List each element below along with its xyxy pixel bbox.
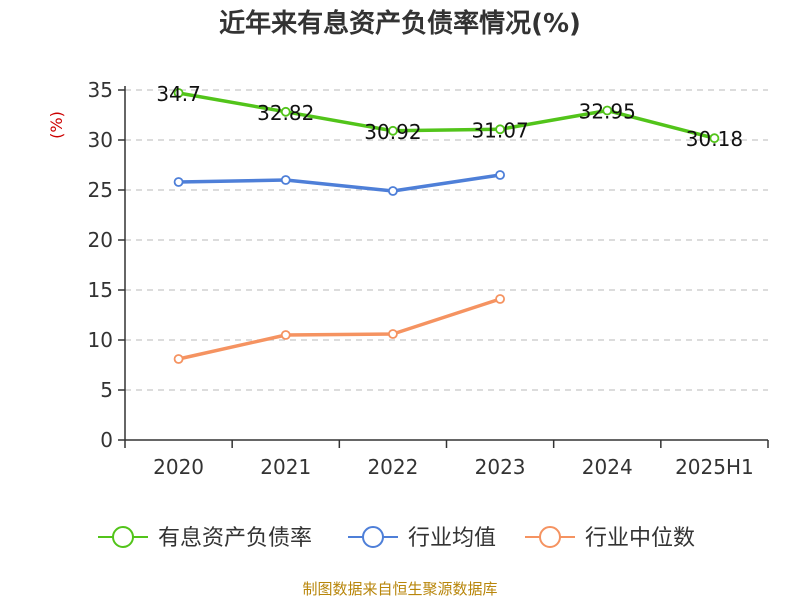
x-tick-label: 2024: [582, 455, 633, 479]
series-line-0: [176, 91, 717, 140]
x-tick-label: 2025H1: [675, 455, 754, 479]
data-point: [280, 175, 291, 185]
legend-swatch-marker: [539, 526, 561, 548]
y-tick-label: 35: [88, 78, 113, 102]
grid-lines: [125, 89, 768, 391]
data-point: [388, 329, 398, 339]
legend-swatch-marker: [112, 526, 134, 548]
data-point: [173, 177, 184, 187]
series-line-2: [176, 297, 502, 361]
y-tick-label: 30: [88, 128, 113, 152]
data-label: 30.18: [686, 127, 743, 151]
y-axis-label: (%): [47, 111, 66, 139]
data-point: [602, 105, 613, 116]
legend: 有息资产负债率 行业均值 行业中位数: [98, 526, 695, 551]
data-point: [495, 170, 505, 180]
axes: 0 5 10 15 20 25 30 35 2020 2021 2022 2023 2024 2025H1: [88, 78, 769, 479]
source-footer: 制图数据来自恒生聚源数据库: [302, 580, 497, 598]
data-point: [280, 330, 291, 340]
data-point: [388, 125, 398, 136]
data-point: [495, 124, 505, 135]
legend-label: 有息资产负债率: [158, 526, 312, 551]
data-point: [173, 354, 184, 364]
data-point: [173, 88, 184, 98]
legend-label: 行业均值: [408, 526, 496, 551]
data-label: 30.92: [364, 120, 421, 144]
series-layer: [173, 88, 720, 364]
data-label: 34.7: [156, 82, 201, 106]
data-point: [495, 294, 505, 304]
x-tick-label: 2022: [367, 455, 418, 479]
legend-swatch-marker: [362, 526, 384, 548]
data-point: [280, 106, 291, 117]
data-label: 32.95: [579, 100, 636, 124]
y-tick-label: 20: [88, 228, 113, 252]
data-label: 32.82: [257, 101, 314, 125]
chart-title: 近年来有息资产负债率情况(%): [219, 8, 581, 39]
x-tick-label: 2021: [260, 455, 311, 479]
series-line-1: [176, 173, 502, 193]
y-tick-label: 15: [88, 278, 113, 302]
y-tick-label: 0: [100, 428, 113, 452]
data-labels: 34.7 32.82 30.92 31.07 32.95 30.18: [156, 82, 743, 151]
x-tick-label: 2020: [153, 455, 204, 479]
y-tick-label: 5: [100, 378, 113, 402]
x-tick-label: 2023: [475, 455, 526, 479]
legend-label: 行业中位数: [585, 526, 695, 551]
data-label: 31.07: [471, 118, 528, 142]
y-tick-label: 25: [88, 178, 113, 202]
y-tick-label: 10: [88, 328, 113, 352]
data-point: [388, 186, 398, 196]
data-point: [709, 133, 720, 144]
